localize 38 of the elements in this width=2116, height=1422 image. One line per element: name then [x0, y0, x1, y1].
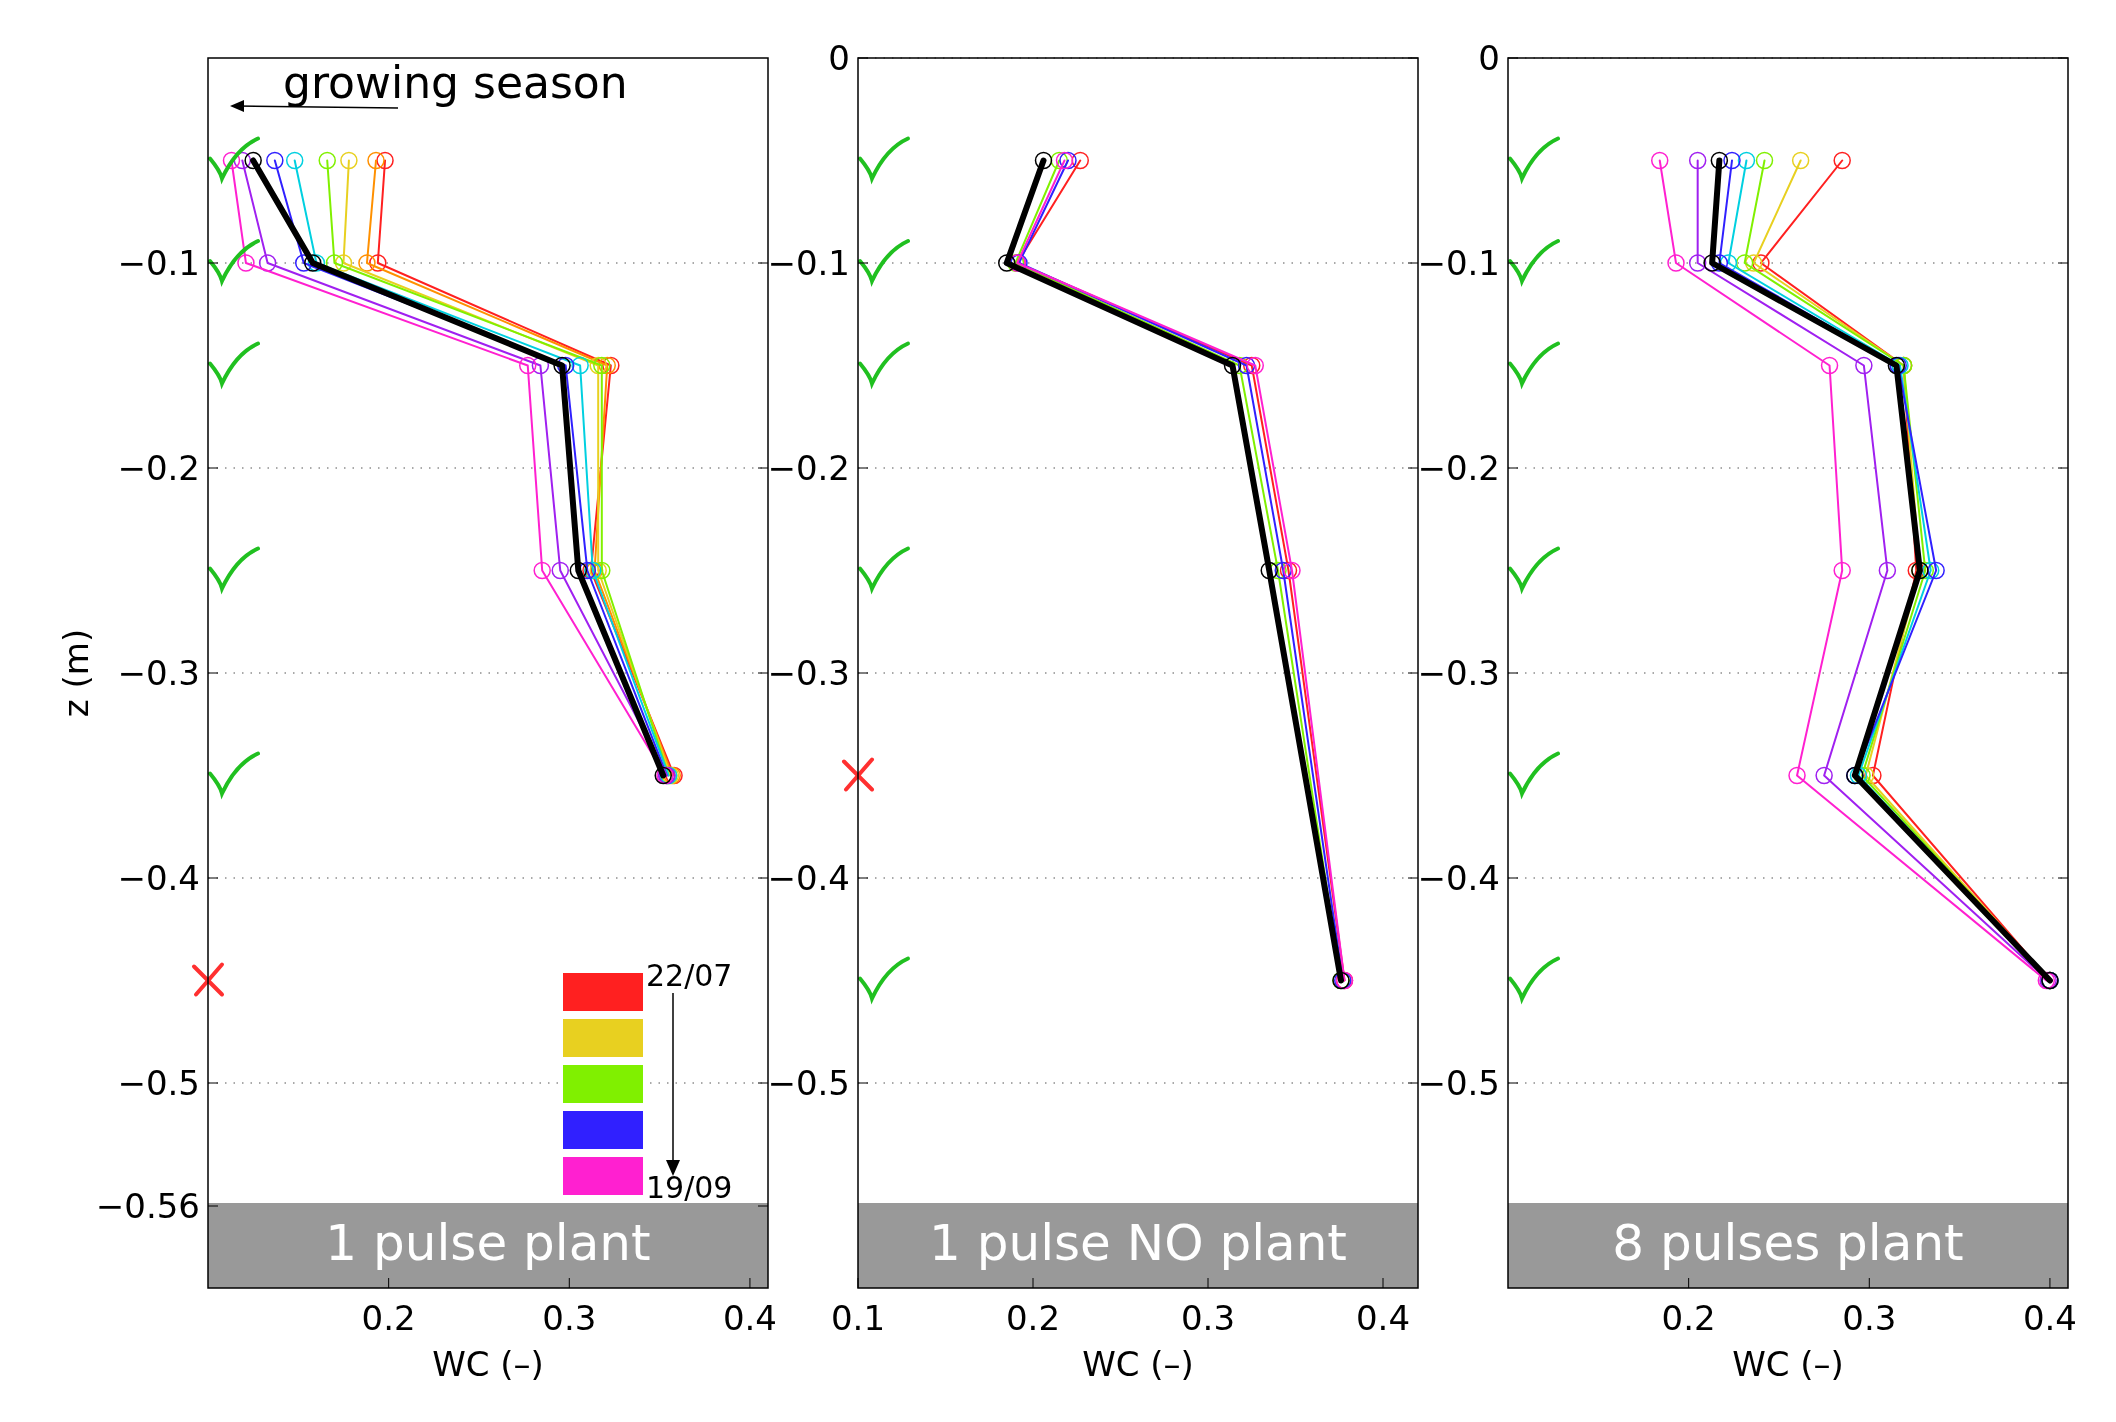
- x-axis-title: WC (–): [1732, 1344, 1844, 1384]
- x-tick-label: 0.2: [1005, 1298, 1061, 1338]
- x-tick-label: 0.4: [1355, 1298, 1411, 1338]
- annotation: growing season: [283, 57, 628, 108]
- y-tick-label: −0.4: [767, 857, 850, 898]
- text: 1 pulse plant: [325, 1214, 651, 1272]
- x-tick-label: 0.3: [542, 1298, 597, 1338]
- text: 1 pulse NO plant: [929, 1214, 1347, 1272]
- x-tick-label: 0.2: [1661, 1298, 1716, 1338]
- y-tick-label: −0.2: [117, 447, 200, 488]
- y-tick-label: −0.5: [1417, 1062, 1500, 1103]
- x-tick-label: 0.4: [2022, 1298, 2077, 1338]
- y-axis-title: z (m): [56, 628, 96, 718]
- y-tick-label: −0.2: [767, 447, 850, 488]
- x-tick-label: 0.3: [1842, 1298, 1897, 1338]
- y-tick-label: −0.1: [117, 242, 200, 283]
- y-tick-label: −0.1: [1417, 242, 1500, 283]
- x-tick-label: 0.1: [830, 1298, 886, 1338]
- y-tick-label: −0.5: [767, 1062, 850, 1103]
- y-tick-label: −0.5: [117, 1062, 200, 1103]
- x-axis-title: WC (–): [1082, 1344, 1194, 1384]
- x-tick-label: 0.4: [722, 1298, 777, 1338]
- text: 8 pulses plant: [1612, 1214, 1964, 1272]
- x-tick-label: 0.2: [361, 1298, 416, 1338]
- y-tick-label: −0.3: [767, 652, 850, 693]
- y-tick-label: −0.3: [1417, 652, 1500, 693]
- x-axis-title: WC (–): [432, 1344, 544, 1384]
- x-tick-label: 0.3: [1180, 1298, 1236, 1338]
- y-tick-label: −0.1: [767, 242, 850, 283]
- y-tick-label: −0.56: [95, 1185, 200, 1226]
- y-tick-label: 0: [828, 37, 850, 78]
- y-tick-label: −0.4: [1417, 857, 1500, 898]
- y-tick-label: −0.4: [117, 857, 200, 898]
- annotation: 19/09: [646, 1170, 733, 1205]
- y-tick-label: 0: [1478, 37, 1500, 78]
- annotation: 22/07: [646, 958, 733, 993]
- y-tick-label: −0.3: [117, 652, 200, 693]
- y-tick-label: −0.2: [1417, 447, 1500, 488]
